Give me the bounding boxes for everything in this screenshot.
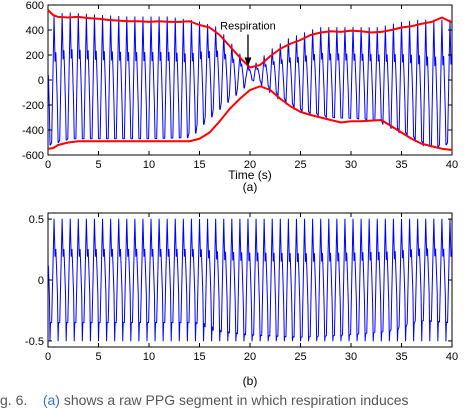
- x-tick-label: 15: [193, 351, 205, 363]
- chart-panel-a: 0 5 10 15 20 25 30 35 40 600 400 200 0 -200 -400 -600 R…: [22, 0, 458, 194]
- figure-caption: g. 6. (a) shows a raw PPG segment in whi…: [0, 392, 474, 409]
- panel-label-b: (b): [243, 374, 258, 388]
- x-tick-label: 40: [446, 351, 458, 363]
- caption-prefix: g. 6.: [0, 392, 28, 408]
- x-tick-label: 0: [45, 351, 51, 363]
- ticks-b: 0 5 10 15 20 25 30 35 400.50-0.5: [25, 213, 458, 363]
- annotation-respiration: Respiration: [220, 21, 276, 67]
- y-tick-label: -400: [22, 125, 44, 137]
- x-tick-label: 30: [345, 351, 357, 363]
- x-tick-label: 20: [244, 159, 256, 171]
- x-tick-label: 15: [193, 159, 205, 171]
- waveform-area-b: [47, 218, 453, 342]
- y-tick-label: 600: [26, 0, 44, 12]
- annotation-arrow-head: [244, 57, 252, 67]
- y-tick-label: -600: [22, 150, 44, 162]
- y-tick-label: -0.5: [25, 336, 44, 348]
- y-tick-label: 0.5: [29, 214, 44, 226]
- y-tick-label: 400: [26, 25, 44, 37]
- series-line-lower-envelope: [47, 85, 453, 151]
- x-tick-label: 35: [395, 159, 407, 171]
- caption-text: shows a raw PPG segment in which respira…: [63, 392, 409, 408]
- series-line-normalized-ppg: [47, 218, 453, 342]
- x-tick-label: 10: [143, 351, 155, 363]
- panel-label-a: (a): [243, 180, 258, 194]
- caption-link[interactable]: (a): [42, 392, 60, 408]
- y-tick-label: 200: [26, 50, 44, 62]
- x-tick-label: 5: [95, 351, 101, 363]
- waveform-area-a: [47, 12, 453, 148]
- chart-panel-b: 0 5 10 15 20 25 30 35 400.50-0.5 (b): [25, 212, 458, 388]
- x-tick-label: 25: [294, 159, 306, 171]
- y-tick-label: 0: [38, 75, 44, 87]
- x-tick-label: 25: [294, 351, 306, 363]
- series-line-raw-ppg: [47, 12, 453, 148]
- y-tick-label: 0: [38, 275, 44, 287]
- ticks-a: 0 5 10 15 20 25 30 35 40 600 400 200 0 -200 -400 -600: [22, 0, 458, 171]
- y-tick-label: -200: [22, 100, 44, 112]
- x-tick-label: 30: [345, 159, 357, 171]
- series-line-upper-envelope: [47, 9, 453, 69]
- x-tick-label: 40: [446, 159, 458, 171]
- x-tick-label: 10: [143, 159, 155, 171]
- x-tick-label: 0: [45, 159, 51, 171]
- x-axis-label-a: Time (s): [228, 168, 272, 182]
- x-tick-label: 35: [395, 351, 407, 363]
- x-tick-label: 5: [95, 159, 101, 171]
- annotation-text: Respiration: [220, 21, 276, 33]
- envelope-area-a: [47, 9, 453, 151]
- x-tick-label: 20: [244, 351, 256, 363]
